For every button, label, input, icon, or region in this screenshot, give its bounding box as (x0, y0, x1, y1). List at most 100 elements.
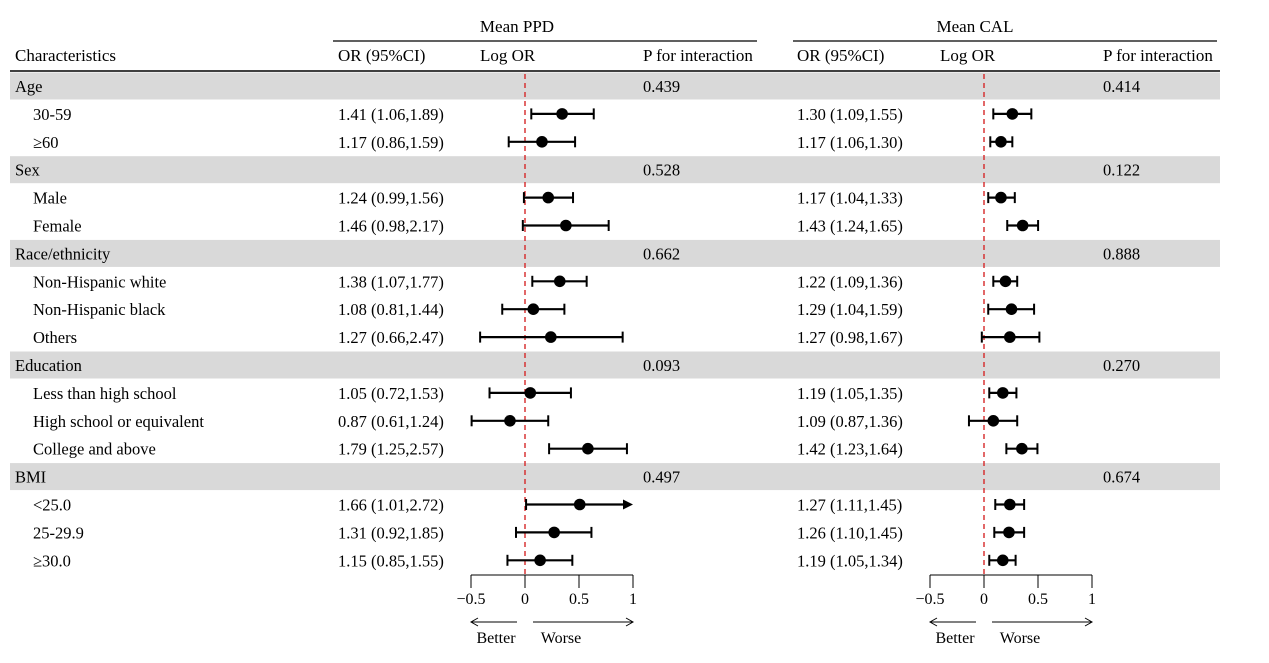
point-estimate (1016, 219, 1029, 232)
or-ci-text: 1.29 (1.04,1.59) (797, 300, 903, 319)
or-ci-text: 1.17 (1.06,1.30) (797, 133, 903, 152)
ci-marks (470, 108, 1041, 567)
header-log-ppd: Log OR (480, 46, 536, 65)
better-arrow-head (469, 617, 479, 627)
worse-arrow-head (625, 617, 635, 627)
group-band (10, 351, 1220, 379)
row-label: Non-Hispanic black (33, 300, 166, 319)
row-label: ≥60 (33, 133, 59, 152)
or-ci-text: 1.38 (1.07,1.77) (338, 272, 444, 291)
or-ci-text: 1.27 (1.11,1.45) (797, 496, 902, 515)
row-label: Male (33, 189, 67, 208)
or-ci-text: 1.66 (1.01,2.72) (338, 496, 444, 515)
or-ci-text: 1.79 (1.25,2.57) (338, 440, 444, 459)
row-label: College and above (33, 440, 156, 459)
point-estimate (987, 415, 1000, 427)
or-ci-text: 0.87 (0.61,1.24) (338, 412, 444, 431)
point-estimate (999, 275, 1012, 288)
point-estimate (1003, 526, 1015, 539)
point-estimate (556, 108, 568, 120)
axis-tick-label: 0.5 (569, 591, 589, 608)
worse-arrow-head (1084, 617, 1094, 627)
axis-tick-label: −0.5 (915, 591, 944, 608)
group-label: BMI (15, 468, 46, 487)
or-ci-text: 1.17 (0.86,1.59) (338, 133, 444, 152)
row-label: Non-Hispanic white (33, 272, 166, 291)
or-ci-text: 1.43 (1.24,1.65) (797, 217, 903, 236)
or-ci-text: 1.15 (0.85,1.55) (338, 551, 444, 570)
p-value: 0.093 (643, 356, 680, 375)
p-value: 0.528 (643, 161, 680, 180)
point-estimate (504, 415, 516, 427)
p-value: 0.414 (1103, 77, 1140, 96)
ci-arrow-clipped (623, 499, 633, 510)
panel-title-cal: Mean CAL (937, 17, 1014, 36)
group-label: Sex (15, 161, 41, 180)
point-estimate (582, 442, 594, 455)
point-estimate (573, 498, 586, 511)
header-p-ppd: P for interaction (643, 46, 753, 65)
or-ci-text: 1.27 (0.66,2.47) (338, 328, 444, 347)
header-or-cal: OR (95%CI) (797, 46, 884, 65)
or-ci-text: 1.41 (1.06,1.89) (338, 105, 444, 124)
header-p-cal: P for interaction (1103, 46, 1213, 65)
or-ci-text: 1.24 (0.99,1.56) (338, 189, 444, 208)
p-value: 0.439 (643, 77, 680, 96)
or-ci-text: 1.05 (0.72,1.53) (338, 384, 444, 403)
worse-label: Worse (541, 630, 581, 647)
point-estimate (1016, 442, 1028, 455)
p-value: 0.662 (643, 244, 680, 263)
or-ci-text: 1.27 (0.98,1.67) (797, 328, 903, 347)
row-label: Less than high school (33, 384, 177, 403)
point-estimate (996, 554, 1009, 567)
table-header: Mean PPD Mean CAL Characteristics OR (95… (10, 17, 1220, 72)
or-ci-text: 1.08 (0.81,1.44) (338, 300, 444, 319)
group-bands (10, 72, 1220, 491)
or-ci-text: 1.26 (1.10,1.45) (797, 523, 903, 542)
better-arrow-head (928, 617, 938, 627)
point-estimate (560, 219, 572, 232)
row-label: 25-29.9 (33, 523, 84, 542)
point-estimate (548, 526, 560, 539)
or-ci-text: 1.19 (1.05,1.34) (797, 551, 903, 570)
axis-tick-label: −0.5 (456, 591, 485, 608)
group-band (10, 463, 1220, 491)
or-ci-text: 1.46 (0.98,2.17) (338, 217, 444, 236)
or-ci-text: 1.30 (1.09,1.55) (797, 105, 903, 124)
reference-lines (524, 74, 985, 575)
or-ci-text: 1.09 (0.87,1.36) (797, 412, 903, 431)
p-value: 0.888 (1103, 244, 1140, 263)
point-estimate (1006, 108, 1019, 120)
axis-tick-label: 0 (980, 591, 988, 608)
axis-tick-label: 0 (521, 591, 529, 608)
group-band (10, 239, 1220, 267)
group-label: Education (15, 356, 82, 375)
axis-tick-label: 1 (1088, 591, 1096, 608)
better-label: Better (476, 630, 516, 647)
point-estimate (1004, 331, 1016, 343)
point-estimate (527, 303, 540, 316)
p-value: 0.497 (643, 468, 680, 487)
point-estimate (542, 191, 555, 204)
point-estimate (536, 136, 548, 148)
point-estimate (553, 275, 566, 288)
or-ci-text: 1.17 (1.04,1.33) (797, 189, 903, 208)
better-label: Better (935, 630, 975, 647)
or-ci-text: 1.22 (1.09,1.36) (797, 272, 903, 291)
row-label: Female (33, 217, 82, 236)
header-characteristics: Characteristics (15, 46, 116, 65)
point-estimate (995, 136, 1007, 148)
header-or-ppd: OR (95%CI) (338, 46, 425, 65)
point-estimate (534, 554, 546, 567)
row-label: High school or equivalent (33, 412, 204, 431)
p-value: 0.674 (1103, 468, 1140, 487)
or-ci-text: 1.19 (1.05,1.35) (797, 384, 903, 403)
point-estimate (995, 191, 1007, 204)
or-ci-text: 1.31 (0.92,1.85) (338, 523, 444, 542)
group-label: Race/ethnicity (15, 244, 111, 263)
group-band (10, 156, 1220, 184)
point-estimate (1004, 498, 1016, 511)
row-label: <25.0 (33, 496, 71, 515)
axis-tick-label: 0.5 (1028, 591, 1048, 608)
